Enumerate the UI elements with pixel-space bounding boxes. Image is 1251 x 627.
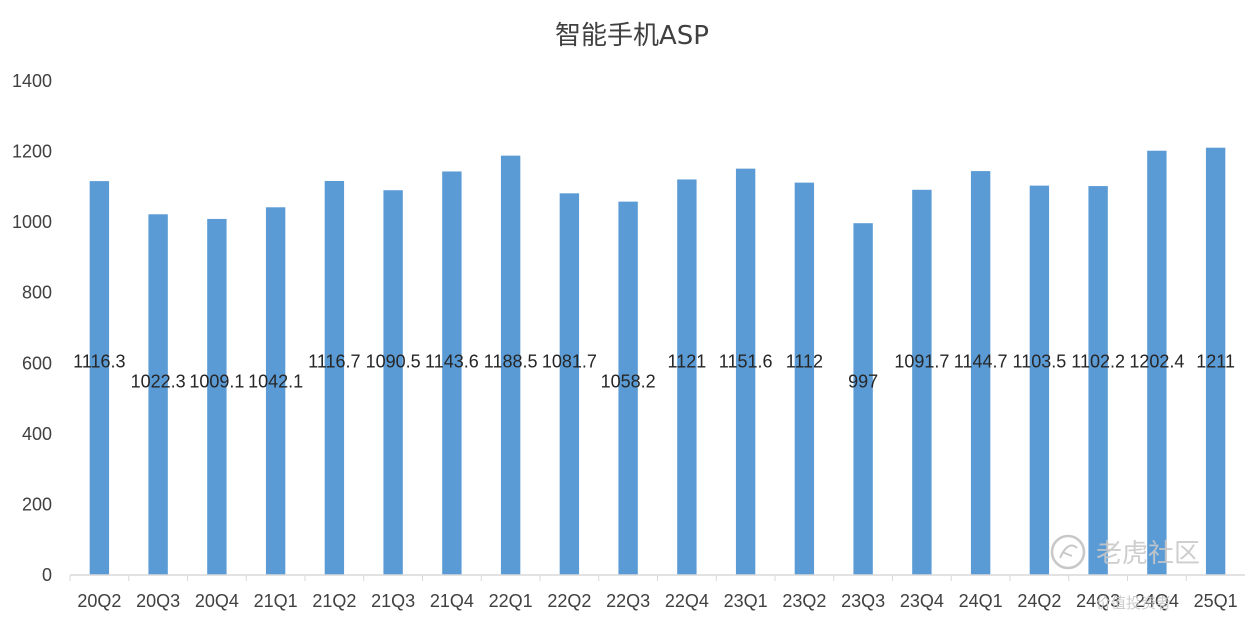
data-label-21Q3: 1090.5 <box>366 352 421 372</box>
x-axis-ticks: 20Q2 20Q3 20Q4 21Q1 21Q2 21Q3 21Q4 22Q1 22Q2 22Q3… <box>69 575 1238 611</box>
x-tick-label-23Q1: 23Q1 <box>724 591 768 611</box>
data-label-23Q4: 1091.7 <box>894 352 949 372</box>
x-tick-label-20Q3: 20Q3 <box>136 591 180 611</box>
bar-22Q1 <box>500 155 521 576</box>
x-tick-label-21Q4: 21Q4 <box>430 591 474 611</box>
bar-24Q4 <box>1147 150 1167 575</box>
y-tick-label: 0 <box>42 565 52 585</box>
x-tick-label-20Q2: 20Q2 <box>77 591 121 611</box>
data-label-24Q4: 1202.4 <box>1129 352 1184 372</box>
bar-23Q1 <box>735 168 756 575</box>
bar-21Q3 <box>383 190 403 575</box>
data-label-22Q3: 1058.2 <box>601 372 656 392</box>
bar-22Q4 <box>677 179 697 575</box>
data-label-25Q1: 1211 <box>1196 352 1235 372</box>
x-tick-label-21Q3: 21Q3 <box>371 591 415 611</box>
x-tick-label-23Q3: 23Q3 <box>841 591 885 611</box>
bar-22Q3 <box>618 201 638 575</box>
bars <box>89 147 1226 576</box>
data-label-21Q4: 1143.6 <box>425 352 479 372</box>
bar-25Q1 <box>1205 147 1226 575</box>
data-label-22Q2: 1081.7 <box>542 352 597 372</box>
bar-22Q2 <box>559 193 580 575</box>
watermark-subtext: 价值投资者 <box>1096 594 1171 612</box>
data-label-23Q1: 1151.6 <box>719 352 773 372</box>
chart-title: 智能手机ASP <box>555 21 709 51</box>
bar-24Q2 <box>1029 185 1050 576</box>
x-tick-label-24Q2: 24Q2 <box>1017 591 1061 611</box>
data-label-20Q3: 1022.3 <box>131 372 186 392</box>
y-tick-label: 400 <box>22 424 52 444</box>
data-label-24Q3: 1102.2 <box>1071 352 1125 372</box>
data-label-23Q2: 1112 <box>786 352 823 372</box>
watermark-text: 老虎社区 <box>1096 539 1200 569</box>
x-tick-label-21Q1: 21Q1 <box>254 591 298 611</box>
y-tick-label: 1400 <box>12 71 52 91</box>
data-label-21Q2: 1116.7 <box>308 352 360 372</box>
bar-24Q1 <box>970 171 991 576</box>
y-tick-label: 600 <box>22 353 52 373</box>
x-tick-label-22Q3: 22Q3 <box>606 591 650 611</box>
y-tick-label: 200 <box>22 494 52 514</box>
y-tick-label: 1000 <box>12 212 52 232</box>
bar-23Q4 <box>912 189 932 575</box>
tiger-logo-icon <box>1050 534 1086 570</box>
x-tick-label-22Q1: 22Q1 <box>489 591 533 611</box>
data-label-24Q1: 1144.7 <box>954 352 1008 372</box>
y-tick-label: 1200 <box>12 142 52 162</box>
x-tick-label-22Q4: 22Q4 <box>665 591 709 611</box>
y-axis-ticks: 0 200 400 600 800 1000 1200 1400 <box>12 71 52 585</box>
x-tick-label-21Q2: 21Q2 <box>312 591 356 611</box>
bar-20Q2 <box>89 181 110 575</box>
x-tick-label-24Q3: 24Q3 <box>1076 591 1120 611</box>
bar-20Q3 <box>148 214 168 575</box>
bar-21Q4 <box>442 171 462 575</box>
bar-21Q1 <box>265 207 286 575</box>
bar-23Q3 <box>853 223 873 576</box>
bar-20Q4 <box>207 218 227 575</box>
x-tick-label-23Q2: 23Q2 <box>782 591 826 611</box>
bar-21Q2 <box>324 180 345 576</box>
x-tick-label-25Q1: 25Q1 <box>1194 591 1238 611</box>
watermark: 老虎社区 价值投资者 <box>1050 534 1200 612</box>
x-tick-label-24Q4: 24Q4 <box>1135 591 1179 611</box>
x-tick-label-22Q2: 22Q2 <box>547 591 591 611</box>
bar-23Q2 <box>794 182 815 575</box>
tiger-logo-mark-icon <box>1059 544 1078 559</box>
data-label-20Q4: 1009.1 <box>189 372 244 392</box>
x-tick-label-23Q4: 23Q4 <box>900 591 944 611</box>
data-label-24Q2: 1103.5 <box>1013 352 1067 372</box>
bar-24Q3 <box>1088 186 1108 575</box>
x-tick-label-20Q4: 20Q4 <box>195 591 239 611</box>
y-tick-label: 800 <box>22 283 52 303</box>
data-label-20Q2: 1116.3 <box>73 352 125 372</box>
data-label-22Q4: 1121 <box>668 352 707 372</box>
data-label-22Q1: 1188.5 <box>484 352 538 372</box>
data-label-23Q3: 997 <box>848 372 878 392</box>
data-label-21Q1: 1042.1 <box>248 372 303 392</box>
x-tick-label-24Q1: 24Q1 <box>959 591 1003 611</box>
